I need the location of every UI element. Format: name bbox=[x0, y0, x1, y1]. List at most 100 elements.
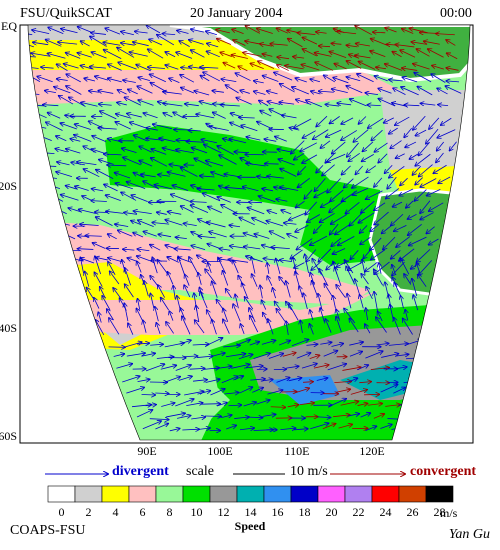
wind-arrow bbox=[386, 188, 400, 198]
wind-arrow bbox=[148, 67, 165, 68]
wind-arrow bbox=[280, 260, 292, 262]
field bbox=[28, 70, 400, 105]
wind-arrow bbox=[409, 28, 428, 34]
wind-arrow bbox=[169, 164, 184, 166]
wind-arrow bbox=[57, 79, 68, 81]
wind-arrow bbox=[327, 364, 347, 371]
wind-arrow bbox=[169, 311, 174, 321]
wind-arrow bbox=[246, 163, 266, 167]
wind-arrow bbox=[332, 248, 346, 255]
wind-arrow bbox=[295, 224, 309, 232]
wind-arrow bbox=[58, 42, 78, 44]
wind-arrow bbox=[393, 201, 403, 207]
wind-arrow bbox=[303, 382, 313, 383]
wind-arrow bbox=[245, 41, 261, 45]
wind-arrow bbox=[100, 111, 117, 120]
wind-arrow bbox=[310, 79, 321, 82]
wind-arrow bbox=[236, 340, 250, 346]
wind-arrow bbox=[249, 342, 260, 346]
wind-arrow bbox=[211, 172, 226, 178]
field bbox=[380, 90, 470, 185]
wind-arrow bbox=[178, 256, 185, 275]
wind-arrow bbox=[243, 366, 263, 368]
wind-arrow bbox=[366, 287, 373, 300]
wind-arrow bbox=[289, 128, 300, 130]
wind-arrow bbox=[294, 429, 308, 430]
colorbar-label: 8 bbox=[167, 505, 173, 519]
wind-arrow bbox=[288, 39, 303, 48]
wind-arrow bbox=[194, 91, 210, 96]
wind-arrow bbox=[61, 195, 79, 201]
wind-arrow bbox=[81, 41, 90, 47]
wind-arrow bbox=[388, 344, 408, 346]
wind-arrow bbox=[420, 178, 437, 187]
wind-arrow bbox=[96, 170, 114, 179]
wind-arrow bbox=[46, 40, 62, 47]
wind-arrow bbox=[338, 236, 355, 245]
wind-arrow bbox=[333, 296, 336, 309]
wind-arrow bbox=[107, 165, 127, 166]
wind-arrow bbox=[254, 81, 264, 83]
wind-arrow bbox=[137, 256, 151, 262]
wind-arrow bbox=[328, 399, 347, 407]
wind-arrow bbox=[267, 276, 273, 286]
wind-arrow bbox=[212, 91, 224, 93]
wind-arrow bbox=[332, 141, 346, 154]
wind-arrow bbox=[151, 158, 168, 167]
wind-arrow bbox=[207, 43, 219, 48]
wind-arrow bbox=[385, 28, 397, 33]
wind-arrow bbox=[428, 49, 444, 58]
wind-arrow bbox=[110, 271, 120, 285]
wind-arrow bbox=[239, 387, 253, 394]
wind-arrow bbox=[320, 342, 331, 344]
wind-arrow bbox=[345, 201, 360, 213]
wind-arrow bbox=[298, 177, 310, 187]
wind-arrow bbox=[294, 152, 305, 159]
wind-arrow bbox=[85, 272, 90, 287]
wind-arrow bbox=[158, 175, 170, 177]
wind-arrow bbox=[136, 65, 151, 72]
wind-arrow bbox=[41, 67, 54, 68]
wind-arrow bbox=[436, 34, 455, 35]
wind-arrow bbox=[406, 200, 414, 208]
wind-arrow bbox=[143, 320, 147, 333]
wind-arrow bbox=[177, 31, 189, 34]
wind-arrow bbox=[267, 390, 283, 395]
wind-arrow bbox=[150, 245, 161, 251]
colorbar-swatch bbox=[263, 485, 292, 503]
wind-arrow bbox=[371, 129, 383, 140]
wind-arrow bbox=[437, 129, 456, 138]
wind-arrow bbox=[390, 140, 402, 149]
wind-arrow bbox=[189, 257, 199, 275]
wind-arrow bbox=[173, 112, 184, 119]
wind-arrow bbox=[295, 78, 307, 83]
wind-arrow bbox=[57, 64, 68, 71]
wind-arrow bbox=[216, 30, 230, 34]
wind-arrow bbox=[145, 364, 165, 372]
wind-arrow bbox=[66, 86, 82, 95]
wind-arrow bbox=[378, 88, 392, 94]
wind-vectors bbox=[28, 25, 462, 431]
wind-arrow bbox=[348, 153, 360, 161]
time: 00:00 bbox=[440, 6, 472, 21]
wind-arrow bbox=[94, 272, 103, 287]
wind-arrow bbox=[233, 376, 243, 381]
wind-arrow bbox=[175, 399, 194, 407]
wind-arrow bbox=[113, 354, 125, 357]
wind-arrow bbox=[330, 223, 339, 234]
wind-arrow bbox=[172, 185, 189, 191]
wind-arrow bbox=[81, 102, 98, 107]
wind-arrow bbox=[438, 105, 449, 106]
wind-arrow bbox=[64, 64, 79, 69]
wind-arrow bbox=[92, 243, 106, 249]
wind-arrow bbox=[396, 153, 405, 159]
lon-label: 100E bbox=[207, 444, 232, 458]
wind-arrow bbox=[232, 29, 244, 34]
wind-arrow bbox=[420, 103, 436, 105]
wind-arrow bbox=[420, 212, 434, 220]
wind-arrow bbox=[366, 308, 368, 321]
wind-arrow bbox=[310, 310, 314, 321]
wind-arrow bbox=[206, 31, 218, 36]
wind-arrow bbox=[417, 249, 431, 262]
wind-arrow bbox=[286, 321, 288, 335]
